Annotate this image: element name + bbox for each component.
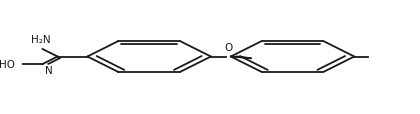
Text: HO: HO [0, 59, 15, 69]
Text: O: O [225, 43, 233, 52]
Text: N: N [45, 66, 53, 75]
Text: H₂N: H₂N [31, 35, 50, 45]
